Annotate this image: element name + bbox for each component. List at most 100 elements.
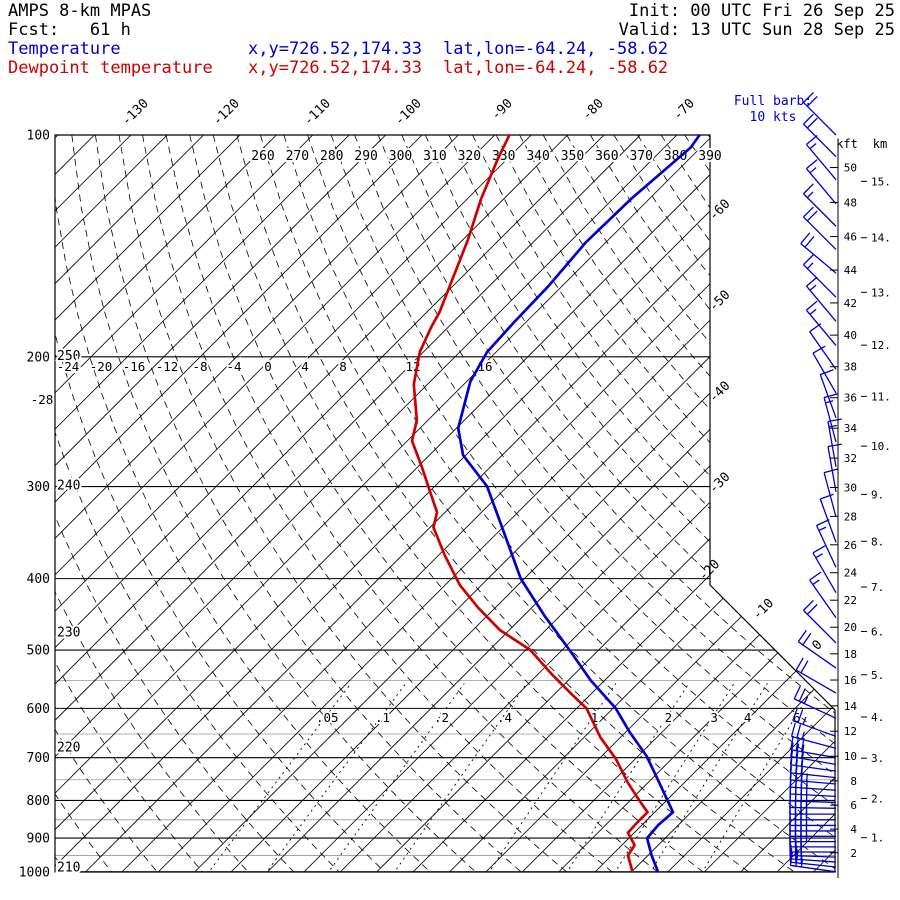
svg-text:16: 16 [844,674,857,687]
svg-text:-100: -100 [392,96,425,129]
svg-text:-10: -10 [750,596,777,623]
svg-text:320: 320 [458,149,481,164]
svg-text:260: 260 [251,149,274,164]
svg-text:-12: -12 [156,359,179,374]
svg-text:-8: -8 [192,359,207,374]
svg-text:.2: .2 [434,710,449,725]
svg-text:24: 24 [844,567,858,580]
svg-text:360: 360 [595,149,618,164]
svg-text:14: 14 [844,700,858,713]
svg-text:1.: 1. [871,832,884,845]
svg-text:900: 900 [27,832,50,847]
svg-text:-16: -16 [123,359,146,374]
svg-text:-130: -130 [119,96,152,129]
svg-text:5.: 5. [871,669,884,682]
svg-text:-4: -4 [226,359,241,374]
svg-text:800: 800 [27,794,50,809]
svg-text:1: 1 [591,710,599,725]
svg-text:22: 22 [844,594,857,607]
wind-barbs: Full barb:10 kts [734,92,842,873]
svg-text:44: 44 [844,264,858,277]
svg-text:15.: 15. [871,175,891,188]
dewpoint-xy: x,y=726.52,174.33 [248,58,422,78]
svg-text:0: 0 [264,359,272,374]
svg-text:12: 12 [844,725,857,738]
temperature-latlon: lat,lon=-64.24, -58.62 [443,39,669,59]
svg-text:300: 300 [27,480,50,495]
svg-text:8.: 8. [871,535,884,548]
svg-text:300: 300 [389,149,412,164]
svg-text:390: 390 [698,149,721,164]
svg-text:.1: .1 [375,710,390,725]
svg-text:30: 30 [844,482,857,495]
svg-text:210: 210 [57,861,80,876]
svg-text:9.: 9. [871,488,884,501]
svg-text:3: 3 [710,710,718,725]
svg-text:6.: 6. [871,625,884,638]
svg-text:100: 100 [27,129,50,144]
svg-text:4: 4 [850,823,857,836]
svg-text:40: 40 [844,329,857,342]
svg-text:370: 370 [629,149,652,164]
svg-text:.05: .05 [316,710,339,725]
svg-text:7.: 7. [871,581,884,594]
svg-text:-70: -70 [671,96,698,123]
svg-text:-90: -90 [489,96,516,123]
svg-text:48: 48 [844,196,857,209]
svg-text:340: 340 [526,149,549,164]
svg-text:8: 8 [850,775,857,788]
svg-text:8: 8 [339,359,347,374]
temperature-xy: x,y=726.52,174.33 [248,39,422,59]
svg-text:-110: -110 [301,96,334,129]
svg-text:6: 6 [850,799,857,812]
svg-text:500: 500 [27,644,50,659]
svg-text:700: 700 [27,751,50,766]
svg-text:200: 200 [27,350,50,365]
svg-text:28: 28 [844,510,857,523]
svg-text:14.: 14. [871,232,891,245]
height-scale: kft km24681012141618202224262830323436384… [830,137,891,878]
svg-text:310: 310 [423,149,446,164]
svg-text:Full barb:: Full barb: [734,94,812,109]
svg-text:10 kts: 10 kts [750,110,797,125]
init-time: Init: 00 UTC Fri 26 Sep 25 [628,1,895,21]
svg-text:220: 220 [57,740,80,755]
svg-text:34: 34 [844,422,858,435]
svg-text:12.: 12. [871,339,891,352]
svg-text:270: 270 [286,149,309,164]
svg-text:10: 10 [844,750,857,763]
temperature-legend-label: Temperature [8,39,121,59]
svg-text:380: 380 [664,149,687,164]
svg-text:36: 36 [844,392,857,405]
svg-text:-20: -20 [696,557,723,584]
svg-text:10.: 10. [871,440,891,453]
valid-time: Valid: 13 UTC Sun 28 Sep 25 [618,20,895,40]
svg-text:km: km [873,137,887,151]
svg-text:290: 290 [354,149,377,164]
svg-text:4: 4 [301,359,309,374]
svg-text:-80: -80 [580,96,607,123]
sounding-traces [410,135,701,872]
svg-text:20: 20 [844,621,857,634]
svg-text:400: 400 [27,572,50,587]
svg-text:-28: -28 [31,392,54,407]
svg-text:3.: 3. [871,752,884,765]
svg-text:50: 50 [844,162,857,175]
grid-lines [55,135,835,872]
svg-text:250: 250 [57,349,80,364]
svg-text:.4: .4 [497,710,512,725]
svg-text:1000: 1000 [19,865,50,880]
dewpoint-latlon: lat,lon=-64.24, -58.62 [443,58,669,78]
svg-text:-20: -20 [90,359,113,374]
svg-text:38: 38 [844,361,857,374]
svg-text:2: 2 [665,710,673,725]
plot-border [54,134,836,873]
svg-text:4.: 4. [871,711,884,724]
svg-text:kft: kft [836,137,858,151]
svg-text:46: 46 [844,231,857,244]
model-title: AMPS 8-km MPAS [8,1,152,21]
svg-text:2: 2 [850,847,857,860]
svg-text:6: 6 [793,710,801,725]
